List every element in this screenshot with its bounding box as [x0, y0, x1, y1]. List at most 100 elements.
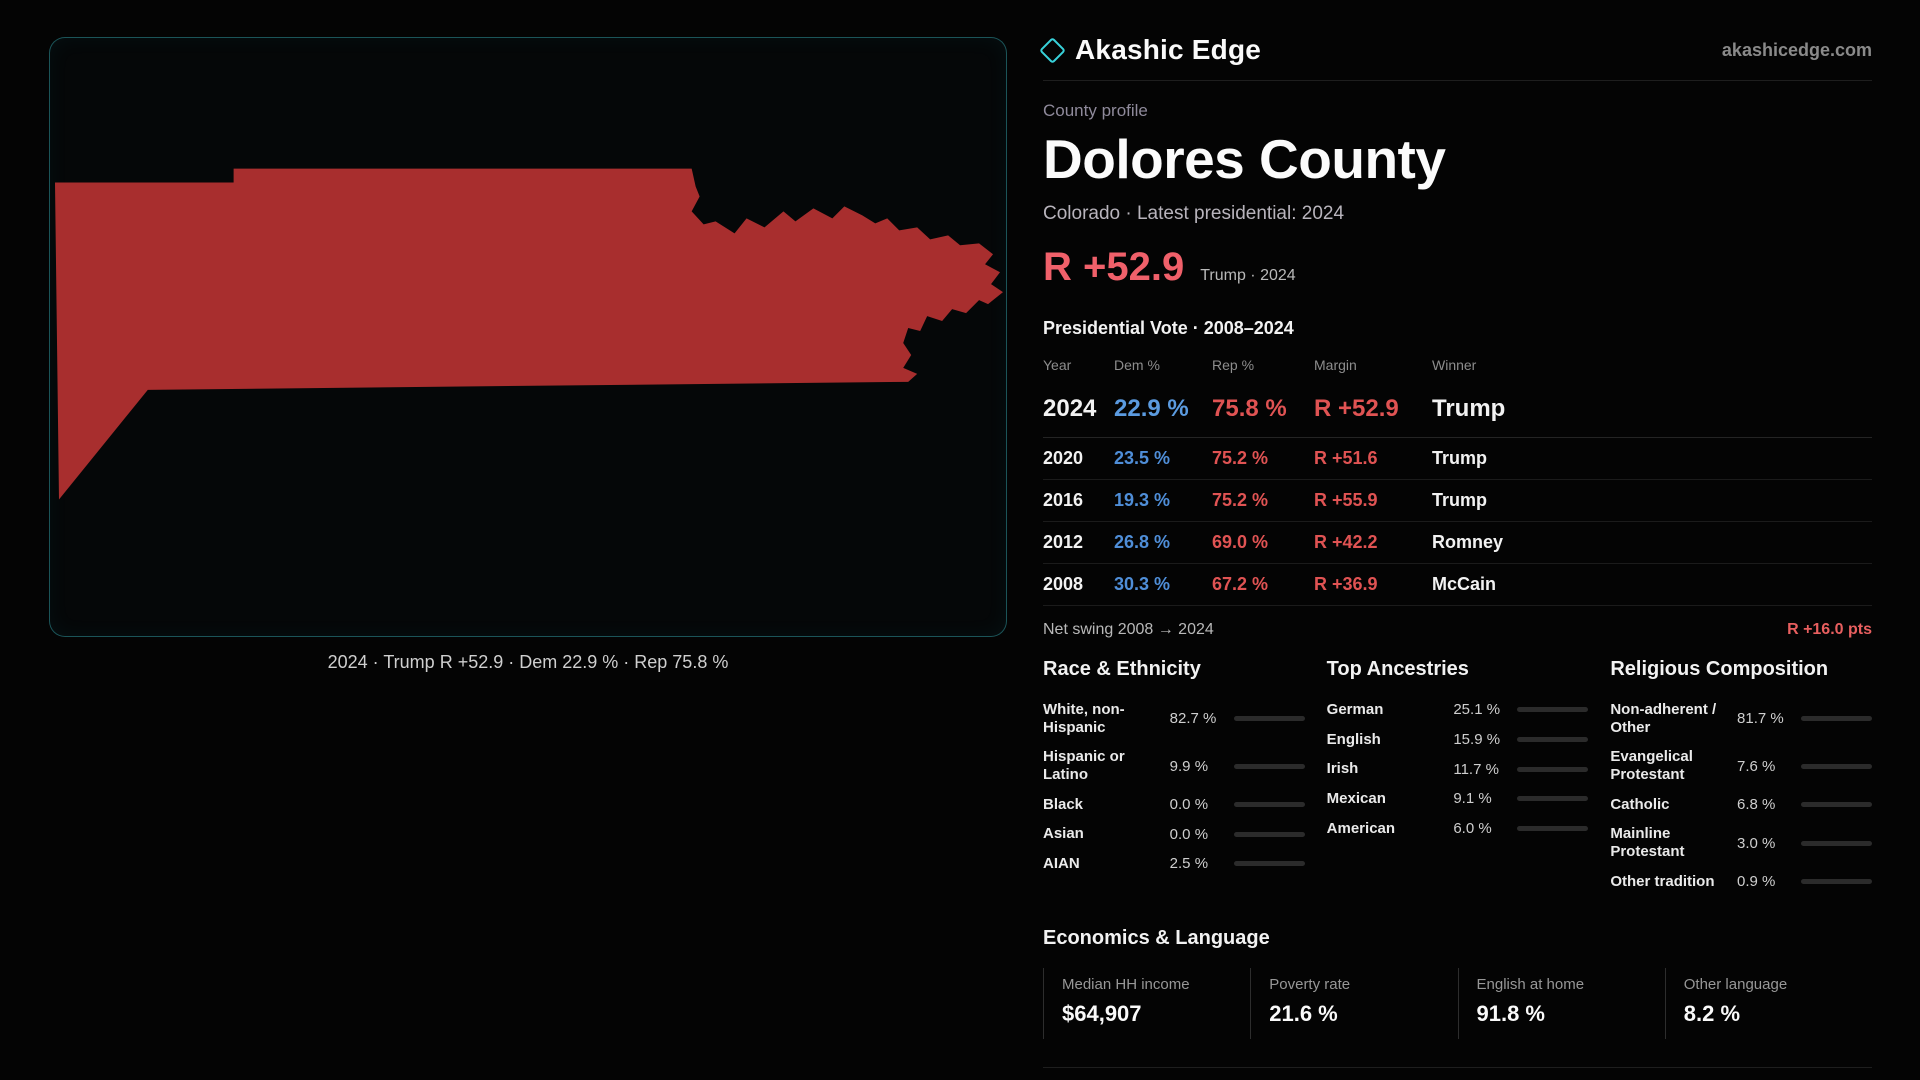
col-dem: Dem % [1114, 357, 1160, 373]
cell-rep: 67.2 % [1212, 574, 1269, 594]
demo-label: German [1326, 701, 1384, 718]
col-winner: Winner [1432, 357, 1477, 373]
demo-value: 15.9 % [1453, 731, 1501, 749]
list-item: Other tradition 0.9 % [1610, 867, 1873, 897]
cell-year: 2024 [1043, 395, 1097, 422]
table-row: 2008 30.3 % 67.2 % R +36.9 McCain [1043, 564, 1872, 606]
demo-label: Non-adherent / Other [1610, 701, 1717, 736]
kicker: County profile [1043, 101, 1148, 120]
net-swing-value: R +16.0 pts [1787, 621, 1872, 638]
list-item: Non-adherent / Other 81.7 % [1610, 695, 1873, 742]
demo-value: 0.9 % [1737, 873, 1776, 891]
stat-median-income: Median HH income $64,907 [1043, 967, 1250, 1039]
demo-bar [1801, 716, 1873, 722]
page-title: Dolores County [1043, 128, 1446, 190]
headline-margin: R +52.9 Trump · 2024 [1043, 245, 1872, 290]
brand-name: Akashic Edge [1075, 34, 1262, 65]
county-shape [54, 168, 1004, 500]
cell-rep: 69.0 % [1212, 532, 1269, 552]
headline-margin-context: Trump · 2024 [1200, 267, 1296, 284]
section-title: Top Ancestries [1326, 658, 1469, 680]
demo-value: 9.9 % [1169, 757, 1209, 775]
stat-label: Poverty rate [1269, 975, 1351, 993]
list-item: Asian 0.0 % [1043, 819, 1305, 849]
cell-dem: 26.8 % [1114, 532, 1171, 552]
stat-value: 8.2 % [1683, 1000, 1741, 1026]
demo-bar [1233, 831, 1305, 837]
brand-domain-link[interactable]: akashicedge.com [1721, 39, 1872, 60]
cell-rep: 75.2 % [1212, 490, 1269, 510]
demo-label: Mexican [1326, 790, 1386, 808]
economics-strip: Median HH income $64,907 Poverty rate 21… [1043, 967, 1872, 1039]
demo-bar [1801, 763, 1873, 769]
demo-value: 0.0 % [1169, 825, 1209, 843]
demo-bar [1517, 796, 1589, 802]
table-row: 2012 26.8 % 69.0 % R +42.2 Romney [1043, 522, 1872, 564]
list-item: Hispanic or Latino 9.9 % [1043, 742, 1305, 789]
demo-label: Evangelical Protestant [1610, 748, 1693, 784]
cell-margin: R +52.9 [1314, 395, 1399, 422]
list-item: White, non-Hispanic 82.7 % [1043, 695, 1305, 742]
demo-label: Black [1043, 795, 1084, 813]
stat-label: Other language [1683, 975, 1788, 993]
stat-value: 91.8 % [1476, 1000, 1546, 1026]
demo-bar [1801, 840, 1873, 846]
demo-value: 6.0 % [1453, 820, 1492, 838]
demo-label: Irish [1326, 760, 1359, 778]
demo-bar [1517, 826, 1589, 832]
stat-value: 21.6 % [1269, 1000, 1338, 1026]
list-item: American 6.0 % [1327, 814, 1589, 844]
ancestries-column: Top Ancestries German 25.1 % English 15.… [1327, 658, 1589, 897]
demo-value: 81.7 % [1737, 710, 1784, 728]
stat-value: $64,907 [1062, 1000, 1142, 1026]
map-caption: 2024 · Trump R +52.9 · Dem 22.9 % · Rep … [327, 652, 729, 672]
table-row: 2020 23.5 % 75.2 % R +51.6 Trump [1043, 438, 1872, 480]
list-item: Mainline Protestant 3.0 % [1610, 819, 1873, 866]
cell-dem: 19.3 % [1114, 490, 1171, 510]
col-year: Year [1043, 357, 1072, 373]
demo-bar [1517, 737, 1589, 743]
demo-label: American [1326, 819, 1396, 837]
stat-label: English at home [1476, 975, 1585, 993]
race-ethnicity-column: Race & Ethnicity White, non-Hispanic 82.… [1043, 658, 1305, 897]
profile-panel: Akashic Edge akashicedge.com County prof… [1039, 34, 1873, 1080]
demographics-section: Race & Ethnicity White, non-Hispanic 82.… [1043, 658, 1873, 897]
county-map-panel [49, 37, 1007, 637]
demo-bar [1233, 716, 1305, 722]
demo-label: AIAN [1043, 855, 1080, 873]
demo-bar [1801, 802, 1873, 808]
demo-value: 82.7 % [1169, 710, 1217, 728]
list-item: English 15.9 % [1327, 725, 1589, 755]
list-item: Mexican 9.1 % [1327, 784, 1589, 814]
section-title: Religious Composition [1610, 658, 1829, 680]
section-title: Race & Ethnicity [1043, 658, 1201, 680]
demo-value: 9.1 % [1453, 790, 1492, 808]
demo-value: 6.8 % [1737, 796, 1776, 814]
list-item: AIAN 2.5 % [1043, 849, 1305, 879]
net-swing-label: Net swing 2008 → 2024 [1043, 621, 1214, 638]
cell-year: 2012 [1043, 532, 1084, 552]
cell-year: 2016 [1043, 490, 1084, 510]
cell-rep: 75.8 % [1212, 395, 1287, 422]
cell-winner: Trump [1432, 490, 1488, 510]
cell-margin: R +55.9 [1314, 490, 1378, 510]
cell-winner: Trump [1432, 448, 1488, 468]
demo-label: Asian [1043, 825, 1084, 843]
demo-label: Mainline Protestant [1610, 825, 1685, 861]
footer: Sources: Akashic Edge elections database… [1043, 1066, 1872, 1080]
cell-margin: R +51.6 [1314, 448, 1378, 468]
list-item: Evangelical Protestant 7.6 % [1610, 742, 1873, 789]
col-margin: Margin [1314, 357, 1357, 373]
demo-label: Catholic [1610, 795, 1670, 813]
stat-other-language: Other language 8.2 % [1664, 967, 1872, 1039]
headline-margin-value: R +52.9 [1043, 245, 1185, 289]
header: Akashic Edge akashicedge.com [1039, 34, 1872, 81]
demo-bar [1801, 879, 1873, 885]
demo-value: 2.5 % [1169, 855, 1209, 873]
stat-poverty-rate: Poverty rate 21.6 % [1250, 967, 1457, 1039]
cell-dem: 23.5 % [1114, 448, 1171, 468]
brand: Akashic Edge [1039, 34, 1262, 66]
demo-value: 25.1 % [1453, 701, 1501, 719]
cell-dem: 22.9 % [1114, 395, 1189, 422]
